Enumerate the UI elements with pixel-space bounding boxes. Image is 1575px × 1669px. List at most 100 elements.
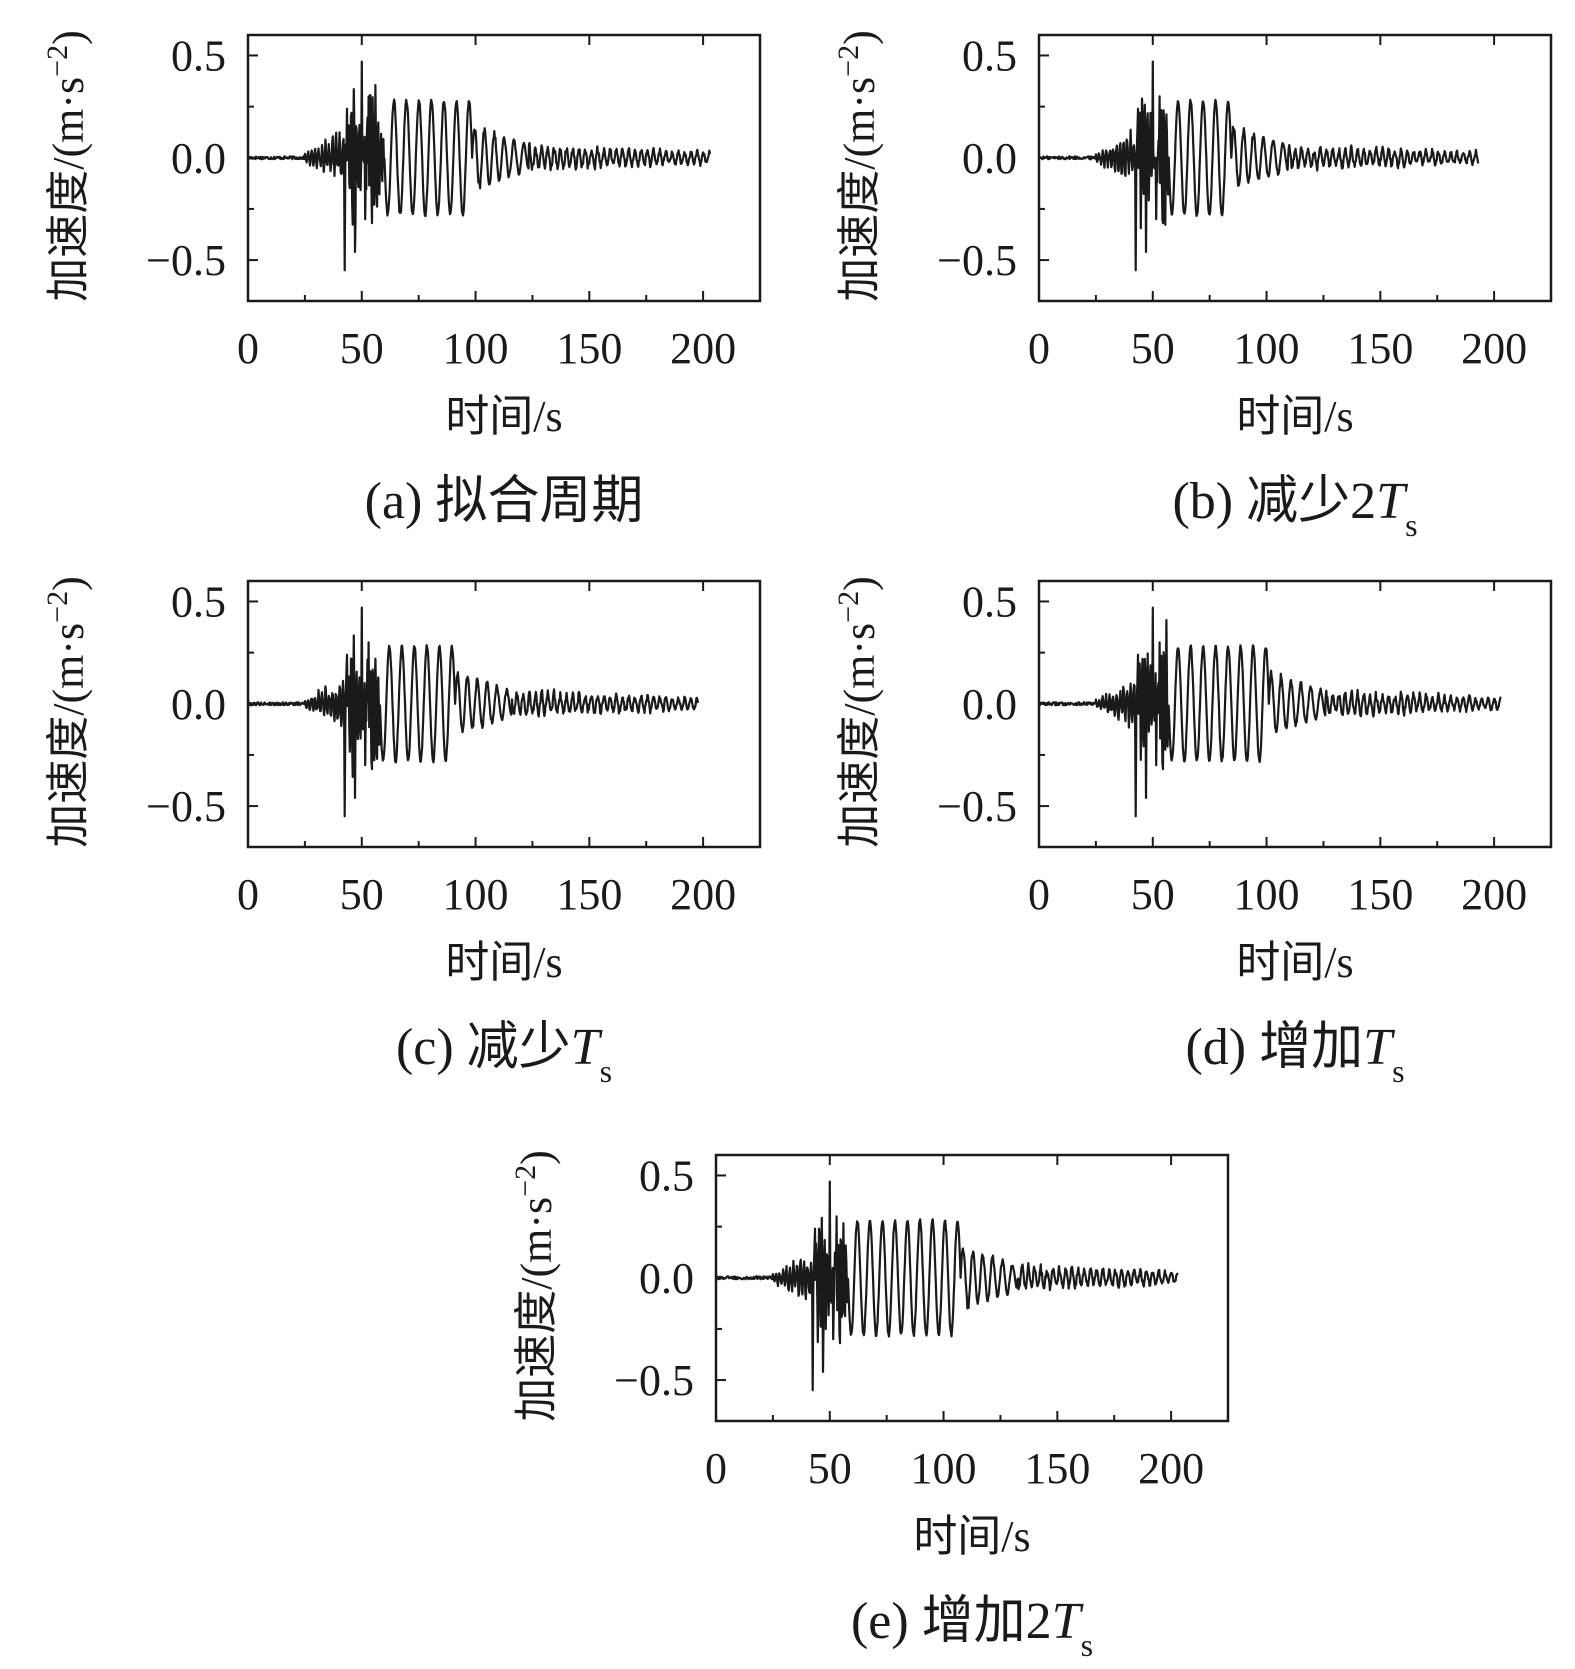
panel-d-caption-var: T <box>1363 1019 1395 1076</box>
panel-e-x-ticks: 0 50 100 150 200 <box>705 1155 1204 1493</box>
panel-a: −0.5 0.0 0.5 0 50 100 150 200 时间/s 加速度/(m·s−2)… <box>41 30 762 530</box>
panel-e-x-tick-label: 150 <box>1024 1444 1090 1493</box>
panel-c-caption-prefix: (c) <box>396 1019 467 1076</box>
panel-b-acceleration-trace <box>1038 60 1480 272</box>
panel-a-x-tick-label: 150 <box>556 324 622 373</box>
panel-c-caption-var: T <box>571 1019 603 1076</box>
panel-e-caption-var: T <box>1052 1593 1084 1650</box>
panel-a-y-axis-label-close: ) <box>44 30 93 45</box>
panel-e-y-tick-label: 0.0 <box>639 1254 694 1303</box>
panel-c-y-axis-label-sup: −2 <box>41 591 74 623</box>
panel-c-caption: (c) 减少Ts <box>396 1019 612 1089</box>
panel-b-x-tick-label: 50 <box>1131 324 1175 373</box>
panel-a-caption: (a) 拟合周期 <box>365 473 644 530</box>
panel-e-x-tick-label: 200 <box>1138 1444 1204 1493</box>
panel-d-y-tick-label: −0.5 <box>937 782 1017 831</box>
panel-e-y-tick-label: 0.5 <box>639 1151 694 1200</box>
panel-b-caption-var: T <box>1376 473 1408 530</box>
panel-b-caption-prefix: (b) <box>1172 473 1246 530</box>
panel-a-x-tick-label: 50 <box>340 324 384 373</box>
panel-a-y-axis-label-sup: −2 <box>41 45 74 77</box>
panel-b-y-axis-label-main: 加速度/(m·s <box>835 77 884 302</box>
panel-c-x-axis-label: 时间/s <box>445 938 562 987</box>
panel-d-y-axis-label-sup: −2 <box>832 591 865 623</box>
panel-b-x-tick-label: 100 <box>1234 324 1300 373</box>
panel-e: −0.5 0.0 0.5 0 50 100 150 200 时间/s 加速度/(m·s−2)… <box>509 1150 1230 1663</box>
panel-d-caption-sub: s <box>1392 1053 1404 1089</box>
panel-c-x-tick-label: 200 <box>670 870 736 919</box>
panel-b-y-tick-label: −0.5 <box>937 236 1017 285</box>
panel-c-x-tick-label: 150 <box>556 870 622 919</box>
panel-b-y-axis-label-sup: −2 <box>832 45 865 77</box>
panel-c-x-tick-label: 0 <box>237 870 259 919</box>
panel-b-caption: (b) 减少2Ts <box>1172 473 1417 543</box>
panel-e-x-tick-label: 50 <box>808 1444 852 1493</box>
panel-d-y-axis-label: 加速度/(m·s−2) <box>832 576 885 847</box>
panel-e-y-tick-label: −0.5 <box>614 1356 694 1405</box>
panel-c-y-axis-label-main: 加速度/(m·s <box>44 623 93 848</box>
panel-d-x-tick-label: 200 <box>1461 870 1527 919</box>
panel-a-y-axis-label: 加速度/(m·s−2) <box>41 30 94 301</box>
panel-b-x-tick-label: 0 <box>1028 324 1050 373</box>
panel-a-caption-text: 拟合周期 <box>435 473 643 530</box>
panel-a-y-ticks: −0.5 0.0 0.5 <box>146 31 258 285</box>
panel-d-x-ticks: 0 50 100 150 200 <box>1028 581 1527 919</box>
panel-d-y-tick-label: 0.5 <box>962 577 1017 626</box>
panel-c-x-tick-label: 100 <box>443 870 509 919</box>
panel-d-x-tick-label: 150 <box>1347 870 1413 919</box>
panel-d-frame <box>1037 579 1553 849</box>
panel-e-x-tick-label: 100 <box>911 1444 977 1493</box>
panel-b-x-tick-label: 200 <box>1461 324 1527 373</box>
panel-b-x-ticks: 0 50 100 150 200 <box>1028 35 1527 373</box>
panel-d-y-ticks: −0.5 0.0 0.5 <box>937 577 1049 831</box>
panel-c-y-axis-label: 加速度/(m·s−2) <box>41 576 94 847</box>
panel-e-acceleration-trace <box>715 1180 1179 1392</box>
panel-a-frame <box>246 33 762 303</box>
panel-b: −0.5 0.0 0.5 0 50 100 150 200 时间/s 加速度/(m·s−2)… <box>832 30 1553 543</box>
panel-c-y-tick-label: 0.5 <box>171 577 226 626</box>
panel-c-caption-text: 减少 <box>467 1019 571 1076</box>
panel-d-x-tick-label: 50 <box>1131 870 1175 919</box>
panel-c-y-tick-label: 0.0 <box>171 680 226 729</box>
panel-d-x-axis-label: 时间/s <box>1236 938 1353 987</box>
panel-c-frame <box>246 579 762 849</box>
panel-d-y-axis-label-main: 加速度/(m·s <box>835 623 884 848</box>
panel-a-x-ticks: 0 50 100 150 200 <box>237 35 736 373</box>
panel-a-x-tick-label: 0 <box>237 324 259 373</box>
panel-a-y-tick-label: 0.0 <box>171 134 226 183</box>
panel-b-y-tick-label: 0.0 <box>962 134 1017 183</box>
panel-d-x-tick-label: 0 <box>1028 870 1050 919</box>
panel-c: −0.5 0.0 0.5 0 50 100 150 200 时间/s 加速度/(m·s−2)… <box>41 576 762 1089</box>
panel-b-x-tick-label: 150 <box>1347 324 1413 373</box>
panel-a-x-tick-label: 100 <box>443 324 509 373</box>
panel-b-caption-sub: s <box>1405 507 1417 543</box>
panel-a-acceleration-trace <box>246 60 711 272</box>
panel-d-y-axis-label-close: ) <box>835 576 884 591</box>
panel-c-y-axis-label-close: ) <box>44 576 93 591</box>
panel-c-caption-sub: s <box>600 1053 612 1089</box>
panel-e-x-tick-label: 0 <box>705 1444 727 1493</box>
panel-a-y-tick-label: −0.5 <box>146 236 226 285</box>
panel-e-y-axis-label-close: ) <box>512 1150 561 1165</box>
panel-a-x-axis-label: 时间/s <box>445 392 562 441</box>
panel-e-y-axis-label: 加速度/(m·s−2) <box>509 1150 562 1421</box>
panel-d-y-tick-label: 0.0 <box>962 680 1017 729</box>
panel-a-x-tick-label: 200 <box>670 324 736 373</box>
panel-b-y-ticks: −0.5 0.0 0.5 <box>937 31 1049 285</box>
panel-e-y-axis-label-main: 加速度/(m·s <box>512 1197 561 1422</box>
panel-c-x-ticks: 0 50 100 150 200 <box>237 581 736 919</box>
panel-d-acceleration-trace <box>1038 606 1502 818</box>
panel-e-frame <box>714 1153 1230 1423</box>
panel-c-acceleration-trace <box>247 606 700 818</box>
panel-a-y-tick-label: 0.5 <box>171 31 226 80</box>
panel-b-x-axis-label: 时间/s <box>1236 392 1353 441</box>
panel-e-x-axis-label: 时间/s <box>913 1512 1030 1561</box>
panel-e-caption: (e) 增加2Ts <box>851 1593 1093 1663</box>
panel-a-y-axis-label-main: 加速度/(m·s <box>44 77 93 302</box>
panel-c-y-ticks: −0.5 0.0 0.5 <box>146 577 258 831</box>
panel-e-y-axis-label-sup: −2 <box>509 1165 542 1197</box>
panel-d-caption-prefix: (d) <box>1185 1019 1259 1076</box>
panel-d-x-tick-label: 100 <box>1234 870 1300 919</box>
panel-a-caption-prefix: (a) <box>365 473 436 530</box>
